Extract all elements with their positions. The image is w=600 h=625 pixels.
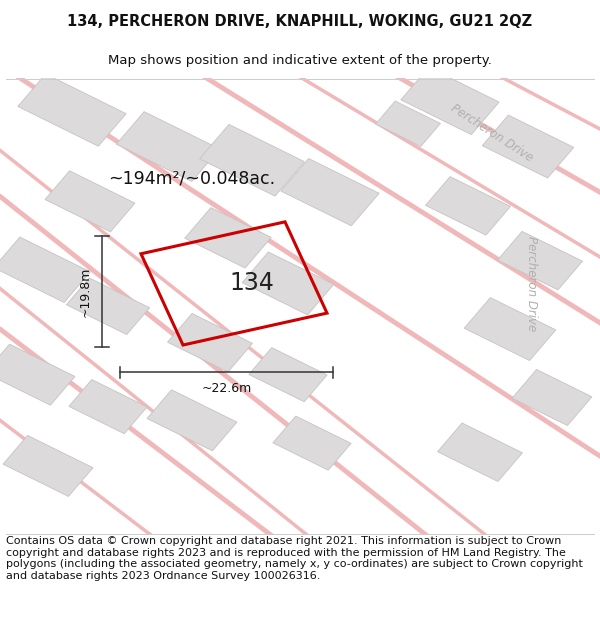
Polygon shape [497,231,583,290]
Polygon shape [482,115,574,178]
Text: Contains OS data © Crown copyright and database right 2021. This information is : Contains OS data © Crown copyright and d… [6,536,583,581]
Text: Map shows position and indicative extent of the property.: Map shows position and indicative extent… [108,54,492,68]
Polygon shape [512,369,592,426]
Polygon shape [147,390,237,451]
Polygon shape [0,344,75,405]
Polygon shape [376,101,440,146]
Polygon shape [437,423,523,481]
Text: 134: 134 [230,271,274,296]
Polygon shape [0,237,90,302]
Polygon shape [45,171,135,232]
Text: 134, PERCHERON DRIVE, KNAPHILL, WOKING, GU21 2QZ: 134, PERCHERON DRIVE, KNAPHILL, WOKING, … [67,14,533,29]
Polygon shape [401,68,499,134]
Text: ~19.8m: ~19.8m [78,266,91,317]
Polygon shape [67,278,149,334]
Polygon shape [200,124,304,196]
Polygon shape [281,159,379,226]
Polygon shape [116,112,220,181]
Text: ~22.6m: ~22.6m [202,382,251,396]
Polygon shape [242,252,334,315]
Polygon shape [249,348,327,402]
Polygon shape [69,379,147,434]
Polygon shape [167,314,253,372]
Text: Percheron Drive: Percheron Drive [449,101,535,164]
Text: ~194m²/~0.048ac.: ~194m²/~0.048ac. [109,169,275,187]
Polygon shape [185,208,271,268]
Polygon shape [425,177,511,235]
Polygon shape [3,436,93,496]
Polygon shape [18,74,126,146]
Text: Percheron Drive: Percheron Drive [524,236,538,331]
Polygon shape [273,416,351,470]
Polygon shape [464,298,556,361]
